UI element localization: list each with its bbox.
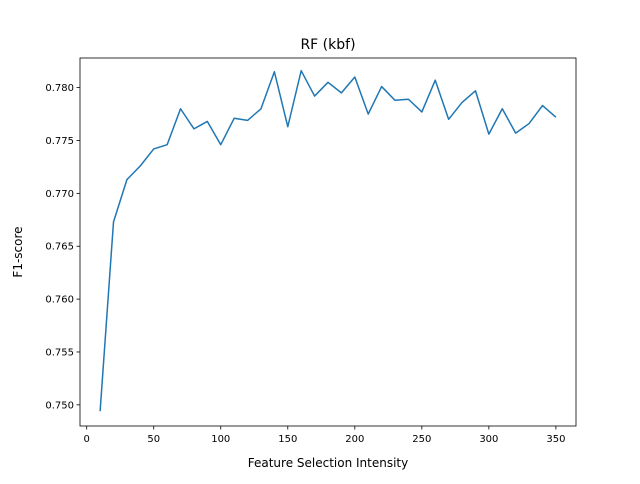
x-tick-label: 200 bbox=[345, 434, 364, 445]
y-tick-label: 0.750 bbox=[45, 400, 74, 411]
axes-frame bbox=[79, 57, 577, 427]
y-tick-label: 0.770 bbox=[45, 189, 74, 200]
y-axis-label: F1-score bbox=[11, 226, 25, 277]
chart-title: RF (kbf) bbox=[300, 37, 355, 53]
x-axis-label: Feature Selection Intensity bbox=[248, 456, 409, 470]
x-tick-label: 50 bbox=[147, 434, 160, 445]
y-tick-label: 0.755 bbox=[45, 347, 74, 358]
x-tick-label: 300 bbox=[479, 434, 498, 445]
y-tick-label: 0.765 bbox=[45, 242, 74, 253]
x-tick-label: 250 bbox=[412, 434, 431, 445]
y-tick-label: 0.780 bbox=[45, 83, 74, 94]
plot-area: 0 50 100 150 200 250 300 350 0.750 0.755 0.760 0.76… bbox=[45, 57, 577, 445]
series-line bbox=[99, 69, 557, 412]
x-tick-label: 350 bbox=[546, 434, 565, 445]
x-tick-label: 100 bbox=[211, 434, 230, 445]
x-tick-label: 150 bbox=[278, 434, 297, 445]
y-tick-label: 0.775 bbox=[45, 136, 74, 147]
x-tick-label: 0 bbox=[84, 434, 90, 445]
y-tick-label: 0.760 bbox=[45, 295, 74, 306]
